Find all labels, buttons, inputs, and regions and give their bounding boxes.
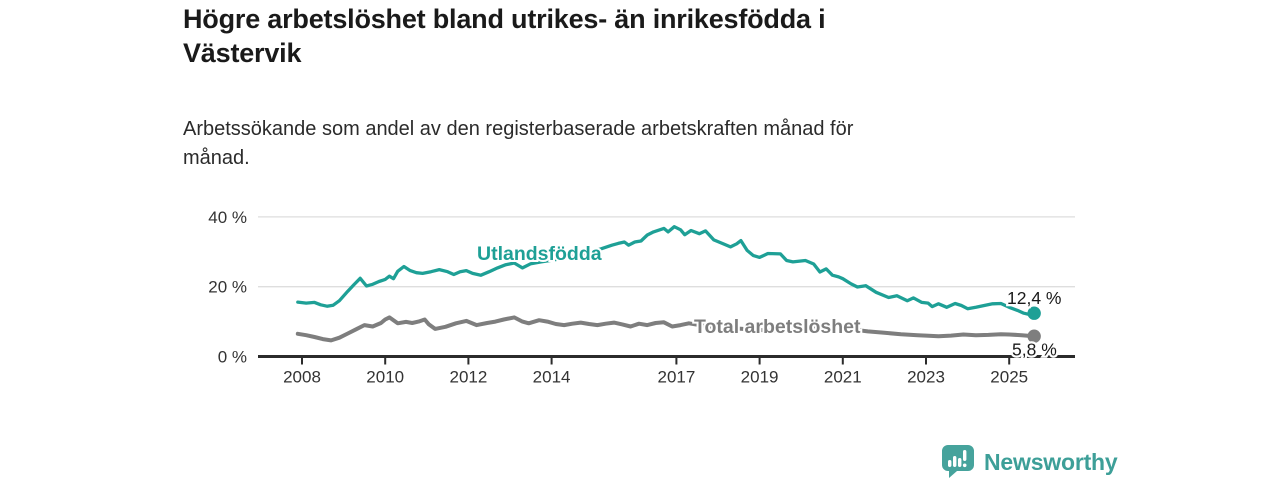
series-end-dot-total [1027, 329, 1041, 343]
x-axis-tick-label: 2021 [824, 368, 862, 387]
x-axis-tick-label: 2010 [366, 368, 404, 387]
end-value-label-utlandsfodda: 12,4 % [1007, 288, 1061, 308]
x-axis-tick-label: 2019 [741, 368, 779, 387]
x-axis-tick-label: 2025 [990, 368, 1028, 387]
series-label-total: Total arbetslöshet [694, 316, 861, 338]
series-line-utlandsfodda [296, 225, 1036, 317]
y-axis-tick-label: 40 % [208, 208, 247, 227]
title-line-2: Västervik [183, 38, 302, 68]
chart-subtitle: Arbetssökande som andel av den registerb… [183, 115, 853, 173]
y-axis-tick-label: 20 % [208, 278, 247, 297]
series-label-utlandsfodda: Utlandsfödda [477, 243, 602, 265]
series-line-total [295, 315, 1037, 343]
subtitle-line-2: månad. [183, 147, 250, 169]
title-line-1: Högre arbetslöshet bland utrikes- än inr… [183, 4, 826, 34]
end-value-label-total: 5,8 % [1012, 340, 1057, 360]
subtitle-line-1: Arbetssökande som andel av den registerb… [183, 118, 854, 140]
x-axis-tick-label: 2014 [533, 368, 571, 387]
y-axis-tick-label: 0 % [218, 348, 247, 367]
page-title: Högre arbetslöshet bland utrikes- än inr… [183, 2, 826, 70]
x-axis-tick-label: 2017 [657, 368, 695, 387]
bar-chart-speech-bubble-icon [942, 445, 974, 478]
x-axis-tick-label: 2012 [449, 368, 487, 387]
x-axis-tick-label: 2008 [283, 368, 321, 387]
series-end-dot-utlandsfodda [1027, 306, 1041, 320]
newsworthy-logo-text: Newsworthy [984, 448, 1118, 475]
x-axis-tick-label: 2023 [907, 368, 945, 387]
newsworthy-logo: Newsworthy [941, 444, 1118, 479]
line-chart: 0 % 20 % 40 % 2008 2010 2012 2014 2017 2019 2021 2… [208, 208, 1075, 387]
